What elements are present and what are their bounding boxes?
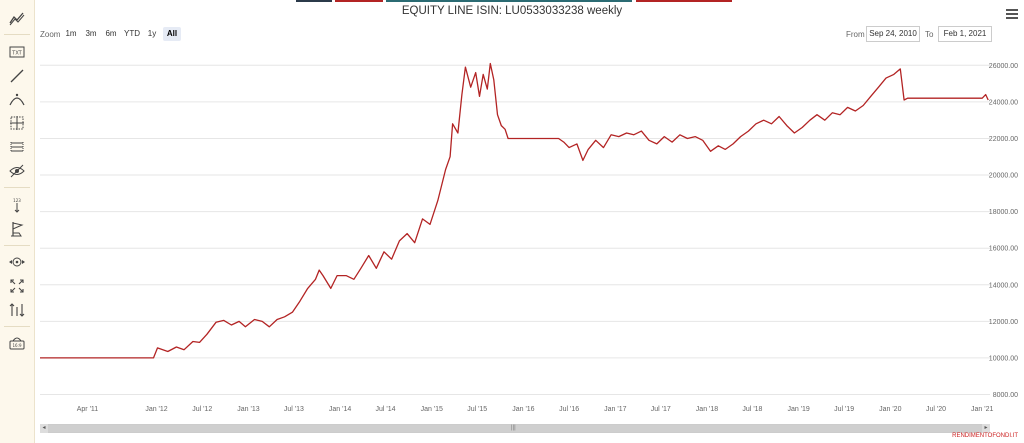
- y-tick-label: 20000.00: [989, 173, 1018, 180]
- save-chart-icon[interactable]: 16:9: [6, 333, 28, 353]
- price-indicator-icon[interactable]: [6, 300, 28, 320]
- zoom-label: Zoom: [40, 30, 61, 39]
- y-tick-label: 10000.00: [989, 355, 1018, 362]
- top-strip: [386, 0, 632, 2]
- to-label: To: [925, 30, 934, 39]
- x-tick-label: Jul '13: [284, 406, 304, 413]
- y-tick-label: 16000.00: [989, 246, 1018, 253]
- zoom-1m-button[interactable]: 1m: [65, 29, 77, 38]
- x-tick-label: Jan '14: [329, 406, 351, 413]
- text-annotation-icon[interactable]: TXT: [6, 42, 28, 62]
- scroll-left-arrow-icon[interactable]: ◂: [40, 424, 48, 433]
- chart-title: EQUITY LINE ISIN: LU0533033238 weekly: [401, 5, 623, 17]
- line-drawing-icon[interactable]: [6, 66, 28, 86]
- x-tick-label: Jul '16: [559, 406, 579, 413]
- zoom-ytd-button[interactable]: YTD: [124, 29, 140, 38]
- y-tick-label: 8000.00: [993, 392, 1018, 399]
- zoom-pan-icon[interactable]: [6, 252, 28, 272]
- y-tick-label: 22000.00: [989, 136, 1018, 143]
- scroll-right-arrow-icon[interactable]: ▸: [982, 424, 990, 433]
- to-date-input[interactable]: Feb 1, 2021: [938, 26, 992, 42]
- zoom-3m-button[interactable]: 3m: [85, 29, 97, 38]
- zoom-all-button[interactable]: All: [163, 27, 181, 41]
- credit-label: RENDIMENTOFONDI.IT: [952, 433, 1018, 439]
- x-tick-label: Apr '11: [77, 406, 99, 413]
- zoom-1y-button[interactable]: 1y: [147, 29, 157, 38]
- top-strip: [296, 0, 332, 2]
- x-tick-label: Jan '13: [237, 406, 259, 413]
- x-tick-label: Jan '21: [971, 406, 993, 413]
- equity-line-series: [40, 62, 989, 359]
- flag-icon[interactable]: [6, 219, 28, 239]
- x-tick-label: Jan '19: [787, 406, 809, 413]
- x-tick-label: Jan '12: [145, 406, 167, 413]
- svg-text:123: 123: [13, 198, 21, 203]
- measure-icon[interactable]: [6, 137, 28, 157]
- x-tick-label: Jul '15: [467, 406, 487, 413]
- top-strip: [636, 0, 732, 2]
- y-tick-label: 14000.00: [989, 282, 1018, 289]
- curve-drawing-icon[interactable]: [6, 90, 28, 110]
- x-tick-label: Jan '17: [604, 406, 626, 413]
- x-tick-label: Jan '20: [879, 406, 901, 413]
- x-tick-label: Jan '15: [421, 406, 443, 413]
- crosshair-icon[interactable]: [6, 113, 28, 133]
- y-tick-label: 26000.00: [989, 63, 1018, 70]
- x-axis: Apr '11 Jan '12 Jul '12 Jan '13 Jul '13 Jan '…: [77, 406, 994, 413]
- scrollbar-thumb[interactable]: [48, 425, 982, 432]
- x-tick-label: Jul '19: [834, 406, 854, 413]
- y-tick-label: 12000.00: [989, 319, 1018, 326]
- x-tick-label: Jul '12: [192, 406, 212, 413]
- x-tick-label: Jan '18: [696, 406, 718, 413]
- x-tick-label: Jul '18: [742, 406, 762, 413]
- visibility-icon[interactable]: [6, 161, 28, 181]
- x-tick-label: Jul '20: [926, 406, 946, 413]
- y-axis: 8000.00 10000.00 12000.00 14000.00 16000.00 1…: [989, 63, 1018, 399]
- svg-text:16:9: 16:9: [13, 343, 22, 348]
- top-strip: [335, 0, 383, 2]
- indicators-icon[interactable]: [6, 8, 28, 28]
- from-date-input[interactable]: Sep 24, 2010: [866, 26, 920, 42]
- scrollbar-grip-icon[interactable]: |||: [511, 425, 516, 431]
- chart-area: [34, 0, 1024, 443]
- grid-lines: [40, 64, 990, 396]
- y-tick-label: 18000.00: [989, 209, 1018, 216]
- from-label: From: [846, 30, 865, 39]
- svg-text:TXT: TXT: [11, 51, 22, 57]
- y-tick-label: 24000.00: [989, 99, 1018, 106]
- x-tick-label: Jan '16: [512, 406, 534, 413]
- menu-icon[interactable]: [1006, 9, 1018, 19]
- x-tick-label: Jul '17: [651, 406, 671, 413]
- vertical-label-icon[interactable]: 123: [6, 195, 28, 215]
- x-tick-label: Jul '14: [376, 406, 396, 413]
- zoom-6m-button[interactable]: 6m: [105, 29, 117, 38]
- drawing-toolbar: TXT 123 16:9: [0, 0, 35, 443]
- fullscreen-icon[interactable]: [6, 276, 28, 296]
